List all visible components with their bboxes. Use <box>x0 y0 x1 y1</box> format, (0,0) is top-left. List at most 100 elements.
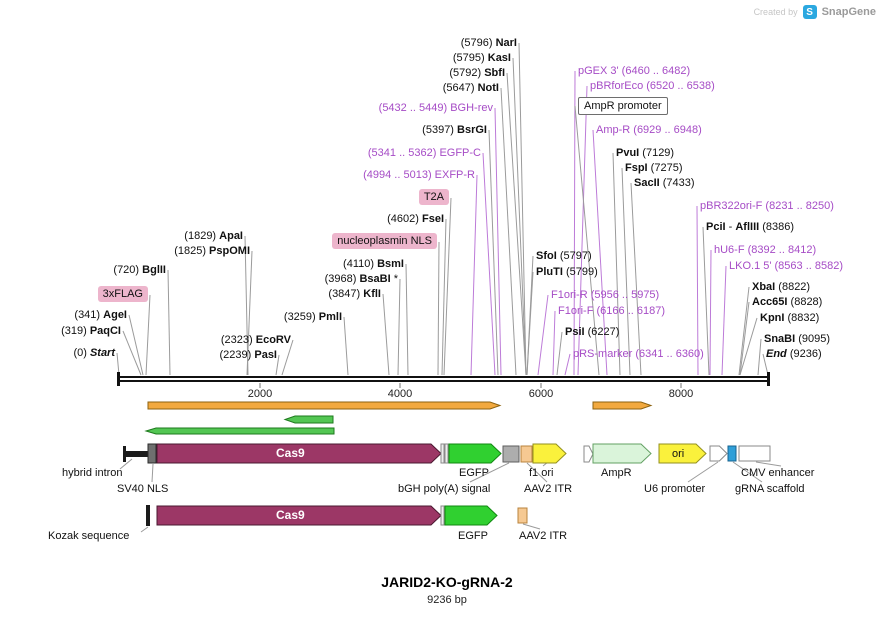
kozak-sequence-label[interactable]: Kozak sequence <box>48 530 130 542</box>
bsaBI-label[interactable]: (3968) BsaBI * <box>324 273 398 285</box>
paqCI-label[interactable]: (319) PaqCI <box>61 325 121 337</box>
ampr-promoter-label[interactable]: AmpR promoter <box>578 97 668 115</box>
psiI-label[interactable]: PsiI (6227) <box>565 326 620 338</box>
kozak-feature[interactable] <box>146 505 150 526</box>
fspI-label[interactable]: FspI (7275) <box>625 162 683 174</box>
egfp-feature-2[interactable] <box>444 505 498 526</box>
ori-label[interactable]: ori <box>672 448 685 460</box>
egfp-c-label[interactable]: (5341 .. 5362) EGFP-C <box>367 147 481 159</box>
sacII-label[interactable]: SacII (7433) <box>634 177 695 189</box>
ecoRV-label[interactable]: (2323) EcoRV <box>220 334 291 346</box>
apaI-label[interactable]: (1829) ApaI <box>184 230 243 242</box>
ori-feature[interactable] <box>658 443 707 464</box>
bglII-leader-line <box>167 269 171 376</box>
cmv-enhancer-label[interactable]: CMV enhancer <box>741 467 815 479</box>
hybrid-intron-label[interactable]: hybrid intron <box>62 467 123 479</box>
u6-promoter-feature[interactable] <box>709 445 728 462</box>
end-label[interactable]: End (9236) <box>766 348 822 360</box>
bglII-label[interactable]: (720) BglII <box>113 264 166 276</box>
kasI-label[interactable]: (5795) KasI <box>452 52 511 64</box>
kpnI-leader-line <box>739 317 758 376</box>
pmlI-label[interactable]: (3259) PmlI <box>283 311 342 323</box>
egfp-label-1[interactable]: EGFP <box>459 467 489 479</box>
sbfI-label[interactable]: (5792) SbfI <box>449 67 505 79</box>
psiI-leader-line <box>556 331 563 376</box>
3xflag-label[interactable]: 3xFLAG <box>97 286 148 302</box>
aav2-itr-feature-1[interactable] <box>520 445 533 463</box>
pbr322ori-f-label[interactable]: pBR322ori-F (8231 .. 8250) <box>700 200 834 212</box>
t2a-feature-2[interactable] <box>440 505 445 526</box>
sv40-nls-label[interactable]: SV40 NLS <box>117 483 169 495</box>
pluTI-label[interactable]: PluTI (5799) <box>536 266 598 278</box>
snaBI-label[interactable]: SnaBI (9095) <box>764 333 831 345</box>
xbaI-label[interactable]: XbaI (8822) <box>752 281 811 293</box>
cas9-label-2[interactable]: Cas9 <box>276 508 305 522</box>
t2a-label[interactable]: T2A <box>418 189 449 205</box>
notI-label[interactable]: (5647) NotI <box>442 82 499 94</box>
orf-arrow-rev-1[interactable] <box>283 415 334 424</box>
narI-label[interactable]: (5796) NarI <box>460 37 517 49</box>
grna-scaffold-label[interactable]: gRNA scaffold <box>735 483 805 495</box>
pgex-3-label[interactable]: pGEX 3' (6460 .. 6482) <box>578 65 691 77</box>
lko1-5-leader-line <box>721 265 727 376</box>
ampr-label[interactable]: AmpR <box>601 467 632 479</box>
prs-marker-label[interactable]: pRS-marker (6341 .. 6360) <box>573 348 704 360</box>
ampr-promoter-feature[interactable] <box>583 445 594 463</box>
kflI-label[interactable]: (3847) KflI <box>328 288 381 300</box>
pluTI-leader-line <box>526 271 534 376</box>
xbaI-leader-line <box>738 286 750 376</box>
3xflag-leader-line <box>145 294 151 376</box>
pspOMI-label[interactable]: (1825) PspOMI <box>174 245 250 257</box>
orf-arrow-rev-2[interactable] <box>144 427 335 435</box>
f1ori-r-label[interactable]: F1ori-R (5956 .. 5975) <box>551 289 660 301</box>
notI-leader-line <box>500 87 517 376</box>
f1ori-f-label[interactable]: F1ori-F (6166 .. 6187) <box>558 305 665 317</box>
egfp-c-leader-line <box>482 152 496 376</box>
cas9-feature-2[interactable] <box>156 505 442 526</box>
nucleoplasmin-nls-label[interactable]: nucleoplasmin NLS <box>332 233 437 249</box>
fseI-label[interactable]: (4602) FseI <box>387 213 444 225</box>
bsmI-label[interactable]: (4110) BsmI <box>343 258 404 270</box>
sfoI-label[interactable]: SfoI (5797) <box>536 250 592 262</box>
grna-scaffold-feature[interactable] <box>727 445 737 462</box>
amp-r-label[interactable]: Amp-R (6929 .. 6948) <box>596 124 702 136</box>
cas9-label-1[interactable]: Cas9 <box>276 446 305 460</box>
hybrid-intron-feature[interactable] <box>124 451 148 457</box>
pciI-aflIII-label[interactable]: PciI - AflIII (8386) <box>706 221 795 233</box>
f1-ori-feature[interactable] <box>532 443 567 464</box>
hu6-f-label[interactable]: hU6-F (8392 .. 8412) <box>714 244 817 256</box>
acc65I-label[interactable]: Acc65I (8828) <box>752 296 823 308</box>
aav2-itr-label-1[interactable]: AAV2 ITR <box>524 483 573 495</box>
sbfI-leader-line <box>506 72 527 376</box>
cas9-feature[interactable] <box>156 443 442 464</box>
cmv-enhancer-feature[interactable] <box>738 445 771 462</box>
orf-arrow-2[interactable] <box>592 401 653 410</box>
t2a-feature[interactable] <box>440 443 445 464</box>
orf-arrow-1[interactable] <box>147 401 502 410</box>
ageI-label[interactable]: (341) AgeI <box>74 309 127 321</box>
aav2-itr-label-2[interactable]: AAV2 ITR <box>519 530 568 542</box>
bsrGI-label[interactable]: (5397) BsrGI <box>422 124 487 136</box>
start-label[interactable]: (0) Start <box>73 347 115 359</box>
lko1-5-label[interactable]: LKO.1 5' (8563 .. 8582) <box>729 260 844 272</box>
pasI-label[interactable]: (2239) PasI <box>219 349 278 361</box>
snapgene-brand: SnapGene <box>821 6 876 18</box>
ampr-feature[interactable] <box>592 443 652 464</box>
feature-leader-line-8 <box>140 526 149 533</box>
pbrforeco-label[interactable]: pBRforEco (6520 .. 6538) <box>590 80 715 92</box>
kpnI-label[interactable]: KpnI (8832) <box>760 312 820 324</box>
u6-promoter-label[interactable]: U6 promoter <box>644 483 706 495</box>
exfp-r-label[interactable]: (4994 .. 5013) EXFP-R <box>363 169 475 181</box>
bgh-polya-label[interactable]: bGH poly(A) signal <box>398 483 491 495</box>
bgh-polya-feature[interactable] <box>502 445 520 463</box>
nls-feature[interactable] <box>444 443 449 464</box>
pvuI-label[interactable]: PvuI (7129) <box>616 147 675 159</box>
egfp-feature-1[interactable] <box>448 443 502 464</box>
f1-ori-label[interactable]: f1 ori <box>529 467 554 479</box>
bgh-rev-label[interactable]: (5432 .. 5449) BGH-rev <box>378 102 493 114</box>
hybrid-intron-cap[interactable] <box>123 446 126 462</box>
egfp-label-2[interactable]: EGFP <box>458 530 488 542</box>
sv40-nls-feature[interactable] <box>147 443 157 464</box>
aav2-itr-feature-2[interactable] <box>517 507 528 524</box>
feature-leader-line-2 <box>469 462 510 483</box>
